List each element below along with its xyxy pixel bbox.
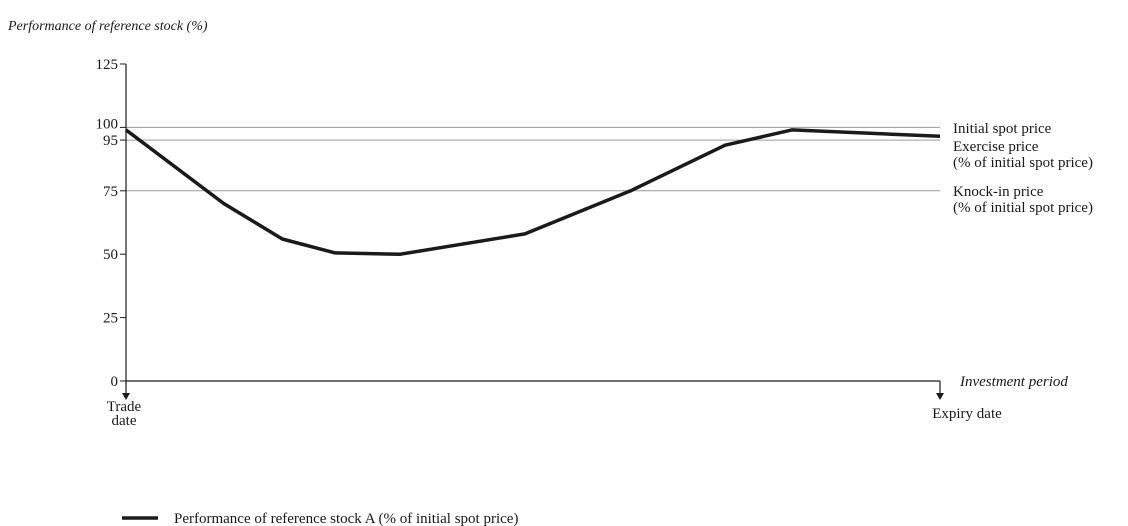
x-axis-title: Investment period xyxy=(959,374,1068,390)
legend: Performance of reference stock A (% of i… xyxy=(122,511,518,526)
trade-date-arrow xyxy=(122,393,130,400)
y-tick-label-95: 95 xyxy=(103,133,118,149)
reference-label-95-0: Exercise price xyxy=(953,139,1039,155)
series-line-0 xyxy=(124,128,941,256)
y-tick-label-50: 50 xyxy=(103,247,118,263)
y-tick-label-100: 100 xyxy=(96,116,119,132)
expiry-date-label: Expiry date xyxy=(932,406,1002,422)
reference-label-75-1: (% of initial spot price) xyxy=(953,200,1093,216)
y-tick-label-25: 25 xyxy=(103,311,118,327)
trade-date-label-0: Trade xyxy=(107,399,142,415)
legend-label-0: Performance of reference stock A (% of i… xyxy=(174,511,518,526)
y-tick-label-125: 125 xyxy=(96,57,119,73)
y-tick-label-75: 75 xyxy=(103,184,118,200)
y-tick-label-0: 0 xyxy=(111,374,119,390)
reference-label-100-0: Initial spot price xyxy=(953,121,1052,137)
series xyxy=(124,128,941,256)
reference-label-75-0: Knock-in price xyxy=(953,184,1044,200)
trade-date-label-1: date xyxy=(112,413,137,429)
axes xyxy=(122,64,944,400)
reference-label-95-1: (% of initial spot price) xyxy=(953,155,1093,171)
y-axis-title: Performance of reference stock (%) xyxy=(7,19,208,34)
expiry-date-arrow xyxy=(936,393,944,400)
